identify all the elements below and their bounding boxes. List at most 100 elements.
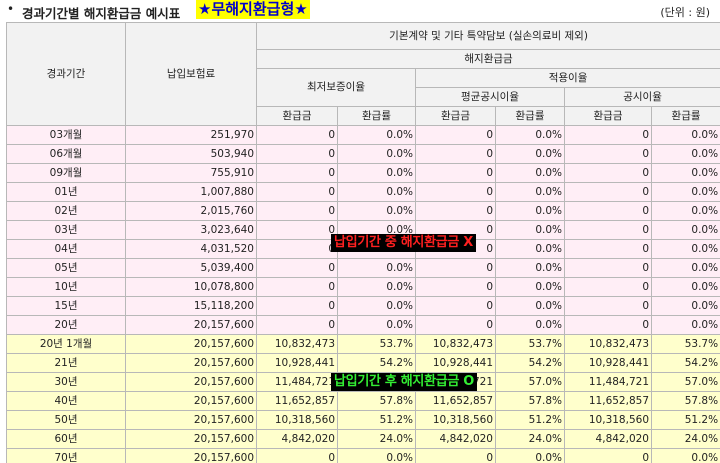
page-title: 경과기간별 해지환급금 예시표 [22, 6, 181, 21]
cell-period: 70년 [6, 448, 126, 463]
cell-min-amount: 10,928,441 [256, 353, 338, 373]
cell-premium: 20,157,600 [125, 391, 257, 411]
table-row: 60년 20,157,600 4,842,020 24.0% 4,842,020 24.0… [6, 429, 720, 449]
cell-premium: 20,157,600 [125, 353, 257, 373]
cell-premium: 3,023,640 [125, 220, 257, 240]
cell-avg-amount: 0 [415, 182, 496, 202]
cell-premium: 20,157,600 [125, 429, 257, 449]
cell-pub-amount: 0 [564, 448, 652, 463]
cell-min-amount: 10,832,473 [256, 334, 338, 354]
cell-pub-rate: 57.0% [650, 372, 720, 392]
cell-avg-rate: 51.2% [495, 410, 565, 430]
header-pub-amount: 환급금 [564, 106, 652, 126]
cell-pub-amount: 0 [564, 201, 652, 221]
cell-avg-rate: 24.0% [495, 429, 565, 449]
cell-min-amount: 0 [256, 315, 338, 335]
product-badge: ★무해지환급형★ [196, 0, 310, 19]
table-row: 03개월 251,970 0 0.0% 0 0.0% 0 0.0% [6, 125, 720, 145]
cell-pub-rate: 0.0% [650, 182, 720, 202]
cell-min-rate: 0.0% [337, 296, 416, 316]
cell-avg-rate: 0.0% [495, 182, 565, 202]
cell-period: 03개월 [6, 125, 126, 145]
table-row: 15년 15,118,200 0 0.0% 0 0.0% 0 0.0% [6, 296, 720, 316]
table-row: 09개월 755,910 0 0.0% 0 0.0% 0 0.0% [6, 163, 720, 183]
cell-period: 21년 [6, 353, 126, 373]
cell-min-rate: 0.0% [337, 258, 416, 278]
cell-avg-rate: 0.0% [495, 201, 565, 221]
cell-pub-amount: 4,842,020 [564, 429, 652, 449]
cell-avg-rate: 0.0% [495, 239, 565, 259]
cell-pub-rate: 54.2% [650, 353, 720, 373]
cell-min-amount: 0 [256, 125, 338, 145]
cell-avg-amount: 0 [415, 296, 496, 316]
cell-pub-rate: 0.0% [650, 448, 720, 463]
cell-pub-amount: 0 [564, 315, 652, 335]
table-row: 20년 1개월 20,157,600 10,832,473 53.7% 10,832,4… [6, 334, 720, 354]
cell-pub-amount: 0 [564, 296, 652, 316]
cell-min-amount: 0 [256, 201, 338, 221]
cell-avg-amount: 0 [415, 448, 496, 463]
table-row: 70년 20,157,600 0 0.0% 0 0.0% 0 0.0% [6, 448, 720, 463]
cell-period: 02년 [6, 201, 126, 221]
cell-avg-rate: 53.7% [495, 334, 565, 354]
cell-premium: 251,970 [125, 125, 257, 145]
cell-pub-amount: 10,832,473 [564, 334, 652, 354]
cell-pub-amount: 11,484,721 [564, 372, 652, 392]
cell-min-rate: 0.0% [337, 182, 416, 202]
table-row: 21년 20,157,600 10,928,441 54.2% 10,928,441 54… [6, 353, 720, 373]
cell-min-amount: 0 [256, 258, 338, 278]
cell-avg-amount: 0 [415, 277, 496, 297]
table-body: 03개월 251,970 0 0.0% 0 0.0% 0 0.0% 06개월 503,940 0 0.… [6, 125, 720, 463]
cell-premium: 20,157,600 [125, 315, 257, 335]
overlay-after-payment: 납입기간 후 해지환급금 O [331, 373, 478, 391]
cell-period: 09개월 [6, 163, 126, 183]
cell-pub-amount: 10,928,441 [564, 353, 652, 373]
cell-pub-rate: 0.0% [650, 239, 720, 259]
cell-pub-rate: 0.0% [650, 201, 720, 221]
cell-period: 05년 [6, 258, 126, 278]
cell-min-rate: 0.0% [337, 448, 416, 463]
cell-avg-rate: 0.0% [495, 144, 565, 164]
cell-period: 50년 [6, 410, 126, 430]
table-row: 01년 1,007,880 0 0.0% 0 0.0% 0 0.0% [6, 182, 720, 202]
cell-min-rate: 57.8% [337, 391, 416, 411]
cell-premium: 20,157,600 [125, 410, 257, 430]
cell-period: 20년 1개월 [6, 334, 126, 354]
cell-avg-amount: 11,652,857 [415, 391, 496, 411]
cell-min-amount: 11,652,857 [256, 391, 338, 411]
header-avg-rate: 환급률 [495, 106, 565, 126]
cell-avg-amount: 10,832,473 [415, 334, 496, 354]
cell-pub-rate: 0.0% [650, 315, 720, 335]
cell-premium: 20,157,600 [125, 372, 257, 392]
header-period: 경과기간 [6, 22, 126, 126]
cell-min-rate: 0.0% [337, 125, 416, 145]
header-min-rate: 환급률 [337, 106, 416, 126]
header-pub-rate: 환급률 [650, 106, 720, 126]
cell-min-rate: 0.0% [337, 163, 416, 183]
cell-avg-rate: 0.0% [495, 277, 565, 297]
cell-min-amount: 11,484,721 [256, 372, 338, 392]
cell-period: 20년 [6, 315, 126, 335]
cell-premium: 10,078,800 [125, 277, 257, 297]
cell-avg-rate: 0.0% [495, 163, 565, 183]
cell-avg-amount: 0 [415, 144, 496, 164]
cell-avg-rate: 0.0% [495, 315, 565, 335]
cell-premium: 503,940 [125, 144, 257, 164]
header-min-guarantee: 최저보증이율 [256, 68, 416, 107]
overlay-during-payment: 납입기간 중 해지환급금 X [331, 234, 477, 252]
cell-min-amount: 0 [256, 220, 338, 240]
cell-pub-amount: 0 [564, 220, 652, 240]
unit-label: (단위 : 원) [660, 6, 710, 19]
cell-min-amount: 4,842,020 [256, 429, 338, 449]
cell-avg-rate: 0.0% [495, 296, 565, 316]
cell-period: 04년 [6, 239, 126, 259]
table-row: 20년 20,157,600 0 0.0% 0 0.0% 0 0.0% [6, 315, 720, 335]
cell-pub-rate: 0.0% [650, 296, 720, 316]
cell-period: 40년 [6, 391, 126, 411]
cell-pub-rate: 0.0% [650, 144, 720, 164]
header-group-refund: 해지환급금 [255, 49, 720, 69]
cell-min-rate: 24.0% [337, 429, 416, 449]
header-group-top: 기본계약 및 기타 특약담보 (실손의료비 제외) [255, 22, 720, 50]
table-row: 40년 20,157,600 11,652,857 57.8% 11,652,857 57… [6, 391, 720, 411]
header-avg-amount: 환급금 [415, 106, 496, 126]
